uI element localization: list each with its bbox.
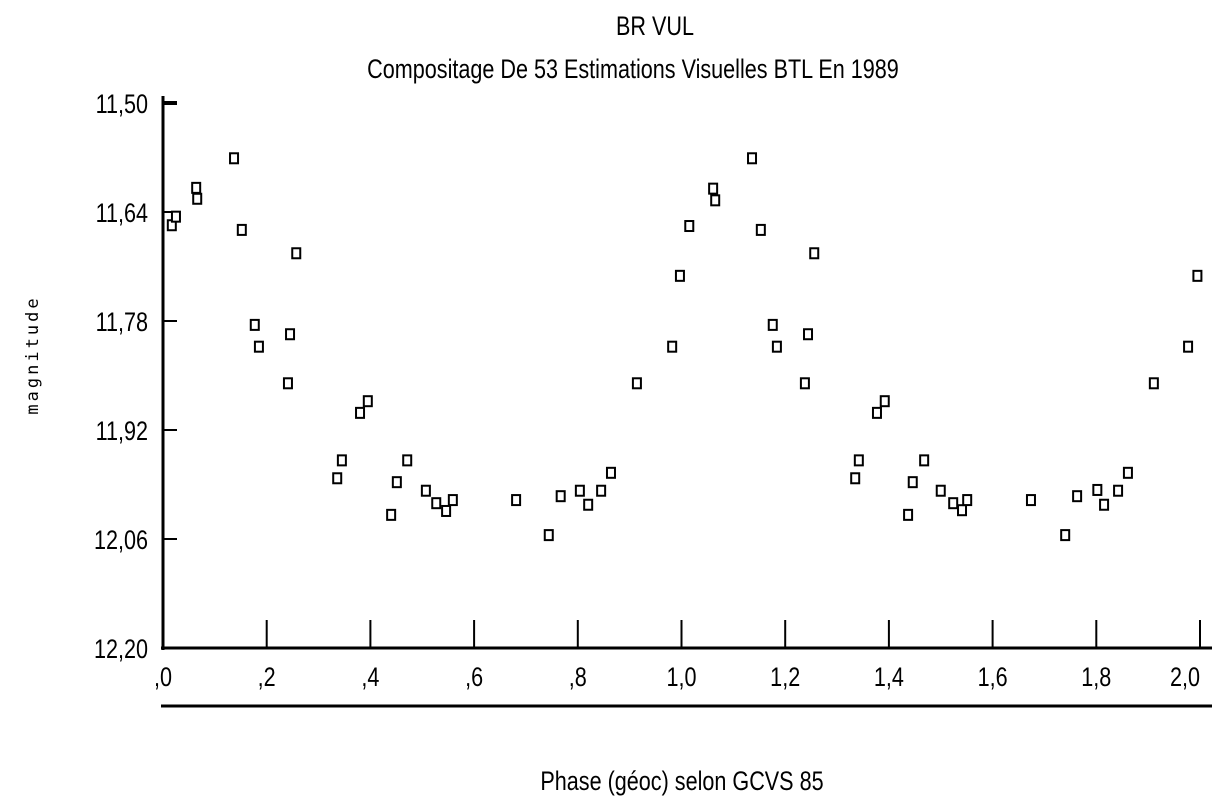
point <box>391 476 402 489</box>
x-tick-label: 1,8 <box>1081 663 1111 693</box>
point <box>710 194 721 207</box>
point <box>386 508 397 521</box>
point <box>907 476 918 489</box>
point <box>1122 466 1133 479</box>
point <box>543 529 554 542</box>
point <box>1092 483 1103 496</box>
x-tick-label: 2,0 <box>1170 663 1200 693</box>
point <box>935 484 946 497</box>
point <box>767 318 778 331</box>
point <box>919 454 930 467</box>
point <box>1060 529 1071 542</box>
point <box>1099 498 1110 511</box>
point <box>871 406 882 419</box>
point <box>747 152 758 165</box>
point <box>229 152 240 165</box>
point <box>755 223 766 236</box>
y-tick-label: 11,92 <box>96 417 148 447</box>
chart-title: BR VUL <box>616 12 694 42</box>
point <box>336 454 347 467</box>
point <box>803 328 814 341</box>
point <box>631 377 642 390</box>
y-tick-label: 11,78 <box>96 308 148 338</box>
point <box>948 497 959 510</box>
point <box>1183 340 1194 353</box>
y-tick-label: 12,06 <box>94 526 148 556</box>
x-tick-label: 1,4 <box>874 663 904 693</box>
x-tick-label: ,8 <box>569 663 587 693</box>
point <box>192 192 203 205</box>
point <box>402 454 413 467</box>
point <box>1148 377 1159 390</box>
point <box>583 498 594 511</box>
point <box>903 508 914 521</box>
point <box>362 395 373 408</box>
point <box>605 466 616 479</box>
y-tick-label: 11,64 <box>96 199 148 229</box>
point <box>853 454 864 467</box>
point <box>285 328 296 341</box>
point <box>282 377 293 390</box>
chart-subtitle: Compositage De 53 Estimations Visuelles … <box>367 55 899 85</box>
point <box>574 484 585 497</box>
point <box>291 247 302 260</box>
y-tick-label: 11,50 <box>96 90 148 120</box>
point <box>170 210 181 223</box>
x-tick-label: 1,0 <box>666 663 696 693</box>
point <box>850 472 861 485</box>
point <box>596 484 607 497</box>
point <box>431 497 442 510</box>
point <box>253 340 264 353</box>
point <box>771 340 782 353</box>
point <box>708 182 719 195</box>
point <box>555 490 566 503</box>
x-tick-label: ,4 <box>361 663 379 693</box>
x-tick-label: 1,6 <box>978 663 1008 693</box>
point <box>684 220 695 233</box>
x-tick-label: ,2 <box>258 663 276 693</box>
point <box>667 340 678 353</box>
x-axis-label: Phase (géoc) selon GCVS 85 <box>540 767 823 797</box>
x-tick-label: 1,2 <box>770 663 800 693</box>
x-tick-label: ,0 <box>154 663 172 693</box>
point <box>420 484 431 497</box>
point <box>236 223 247 236</box>
point <box>799 377 810 390</box>
point <box>962 494 973 507</box>
point <box>674 269 685 282</box>
point <box>1025 494 1036 507</box>
point <box>447 494 458 507</box>
point <box>1192 269 1203 282</box>
point <box>249 318 260 331</box>
y-axis-label: magnitude <box>23 295 43 414</box>
point <box>1072 490 1083 503</box>
point <box>191 181 202 194</box>
point <box>1113 484 1124 497</box>
x-tick-label: ,6 <box>465 663 483 693</box>
point <box>511 494 522 507</box>
point <box>441 504 452 517</box>
point <box>355 406 366 419</box>
point <box>879 395 890 408</box>
point <box>332 472 343 485</box>
y-tick-label: 12,20 <box>94 635 148 665</box>
point <box>809 247 820 260</box>
point <box>957 504 968 517</box>
